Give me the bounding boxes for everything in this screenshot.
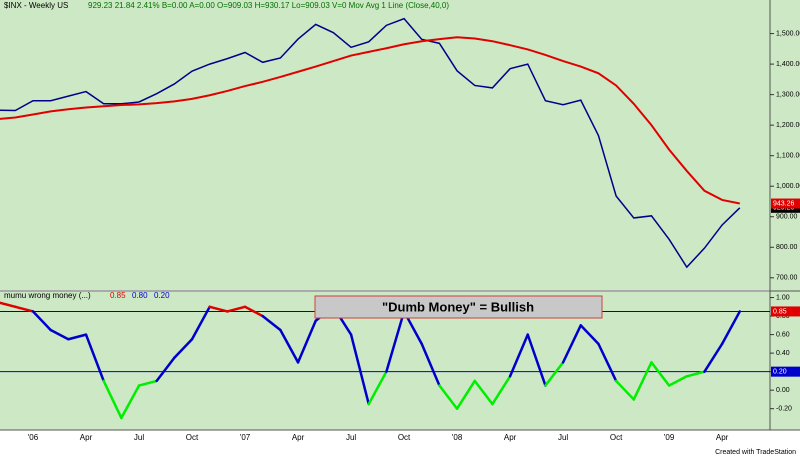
x-tick-label: Oct [186,433,199,442]
y-tick-label: 700.00 [776,275,798,282]
legend-value: 0.80 [132,291,148,300]
oscillator-segment [243,305,264,318]
oscillator-segment [137,379,158,387]
y-tick-label: 0.00 [776,387,790,394]
y-tick-label: 1,400.00 [776,61,800,68]
oscillator-title: mumu wrong money (...) [4,291,91,300]
oscillator-segment [526,333,547,387]
y-tick-label: 1,000.00 [776,183,800,190]
oscillator-segment [508,333,530,378]
oscillator-segment [208,305,229,313]
oscillator-segment [279,328,300,364]
y-tick-label: 1.00 [776,294,790,301]
oscillator-segment [155,356,176,383]
threshold-label: 0.85 [773,308,787,315]
moving-average-line [0,36,740,205]
oscillator-segment [703,342,724,373]
threshold-box [771,306,800,317]
oscillator-segment [0,301,17,309]
legend-value: 0.85 [110,291,126,300]
y-tick-label: 1,200.00 [776,122,800,129]
oscillator-segment [438,384,459,410]
chart-title: $INX - Weekly US [4,1,68,10]
oscillator-segment [67,333,88,341]
last-value-label: 943.26 [773,200,795,207]
oscillator-segment [261,314,282,332]
oscillator-segment [49,328,70,341]
oscillator-segment [685,370,706,378]
oscillator-segment [385,310,406,373]
annotation-box [314,295,603,319]
oscillator-segment [14,305,35,313]
oscillator-segment [561,324,583,364]
oscillator-segment [667,375,689,387]
y-tick-label: 900.00 [776,214,798,221]
y-tick-label: 0.40 [776,350,790,357]
oscillator-segment [226,305,247,313]
threshold-box [771,366,800,377]
price-line [0,17,741,269]
oscillator-segment [473,379,494,406]
oscillator-segment [597,342,618,383]
oscillator-segment [544,361,565,387]
chart-subtitle: 929.23 21.84 2.41% B=0.00 A=0.00 O=909.0… [88,1,449,10]
x-tick-label: '09 [664,433,675,442]
x-tick-label: Apr [292,433,305,442]
oscillator-segment [650,361,671,387]
oscillator-segment [491,375,512,406]
y-tick-label: 1,100.00 [776,153,800,160]
y-tick-label: 0.60 [776,331,790,338]
x-tick-label: '08 [452,433,463,442]
y-tick-label: -0.20 [776,406,792,413]
x-tick-label: Jul [558,433,568,442]
oscillator-segment [579,324,600,346]
axis-area [770,0,800,430]
oscillator-segment [102,379,123,420]
threshold-label: 0.20 [773,368,787,375]
annotation: "Dumb Money" = Bullish [382,299,534,314]
oscillator-segment [173,337,194,360]
oscillator-segment [84,333,105,383]
oscillator-segment [632,361,653,401]
x-tick-label: Oct [610,433,623,442]
oscillator-segment [349,333,370,406]
y-tick-label: 800.00 [776,244,798,251]
oscillator-segment [296,319,317,364]
x-tick-label: Jul [346,433,356,442]
last-value-box [771,198,800,209]
x-tick-label: Apr [504,433,517,442]
x-tick-label: '06 [28,433,39,442]
oscillator-segment [720,310,742,346]
x-tick-label: Oct [398,433,411,442]
oscillator-segment [31,310,52,332]
oscillator-segment [367,370,388,406]
x-tick-label: Apr [80,433,93,442]
x-tick-label: '07 [240,433,251,442]
oscillator-segment [455,379,476,410]
oscillator-segment [614,379,636,401]
price-panel [0,0,770,290]
x-tick-label: Jul [134,433,144,442]
y-tick-label: 1,300.00 [776,91,800,98]
oscillator-segment [420,342,441,387]
legend-value: 0.20 [154,291,170,300]
oscillator-segment [190,305,211,341]
footer: Created with TradeStation [715,449,796,456]
y-tick-label: 1,500.00 [776,30,800,37]
oscillator-segment [120,384,141,420]
x-tick-label: Apr [716,433,729,442]
